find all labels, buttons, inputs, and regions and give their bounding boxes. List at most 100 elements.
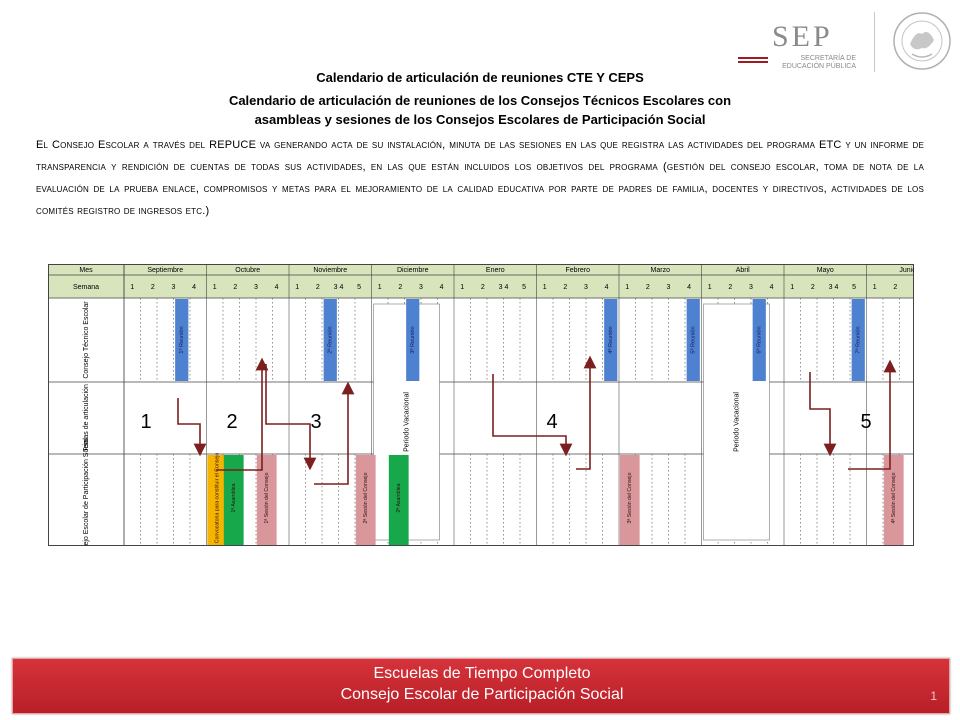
month-label: Mayo [817,267,834,274]
ceps-event-bar [619,455,640,545]
week-number: 2 [563,284,567,291]
week-number: 3 [419,284,423,291]
week-number: 3 [254,284,258,291]
month-label: Septiembre [147,267,183,274]
week-number: 3 4 [334,284,344,291]
month-label: Octubre [235,267,260,274]
week-number: 2 [316,284,320,291]
title-primary: Calendario de articulación de reuniones … [316,70,644,85]
week-number: 2 [893,284,897,291]
cte-meeting-bar [323,299,337,381]
ceps-event-label: 4ª Sesión del Consejo [891,472,897,523]
vacation-april-label: Periodo Vacacional [733,392,740,452]
vacation-december-label: Periodo Vacacional [403,392,410,452]
week-number: 1 [460,284,464,291]
month-header-label: Mes [79,267,93,274]
theme-number: 4 [546,411,557,433]
sep-logo: SEP [772,20,833,53]
theme-number: 3 [310,411,321,433]
sep-logo-subtitle: SECRETARÍA DE EDUCACIÓN PÚBLICA [782,55,856,70]
week-number: 2 [151,284,155,291]
week-number: 3 [749,284,753,291]
ceps-event-label: 1ª Asamblea [231,483,237,512]
week-number: 1 [625,284,629,291]
week-number: 2 [646,284,650,291]
footer-banner: Escuelas de Tiempo Completo Consejo Esco… [12,658,950,714]
month-label: Abril [736,267,750,274]
cte-meeting-label: 4ª Reunión [607,326,614,353]
week-number: 1 [295,284,299,291]
cte-meeting-bar [752,299,766,381]
mexico-seal-icon [893,12,951,70]
month-header-bg [48,264,914,275]
row-label-themes: Temas de articulación [83,384,90,452]
week-number: 4 [192,284,196,291]
week-number: 2 [481,284,485,291]
week-number: 3 4 [829,284,839,291]
cte-meeting-bar [686,299,700,381]
calendar-frame [48,264,914,546]
theme-number: 2 [226,411,237,433]
month-label: Diciembre [397,267,429,274]
week-number: 4 [687,284,691,291]
calendar-grid: Septiembre 1 2 3 4 Octubre 1 2 3 4 Noviembre 1 2 3 4 5… [48,264,914,546]
week-number: 1 [543,284,547,291]
ceps-event-bar [256,455,277,545]
ceps-event-bar [223,455,244,545]
week-number: 5 [357,284,361,291]
week-number: 2 [233,284,237,291]
articulation-arrow [216,357,269,471]
theme-number: 1 [140,411,151,433]
articulation-arrow [314,381,355,485]
week-number: 1 [708,284,712,291]
month-label: Marzo [651,267,671,274]
cte-meeting-label: 1ª Reunión [178,326,185,353]
footer-council-name: Consejo Escolar de Participación Social [340,686,624,703]
week-number: 4 [440,284,444,291]
week-number: 4 [770,284,774,291]
ceps-event-label: 2ª Asamblea [396,483,402,512]
articulation-arrow [809,372,837,457]
week-number: 1 [378,284,382,291]
week-number: 3 [584,284,588,291]
articulation-arrow [492,374,573,457]
ceps-event-bar [355,455,376,545]
footer-program-name: Escuelas de Tiempo Completo [373,665,591,682]
sep-logo-lines [738,57,768,63]
week-number: 2 [398,284,402,291]
week-number: 3 [667,284,671,291]
cte-meeting-label: 7ª Reunión [855,326,862,353]
ceps-event-label: 3ª Sesión del Consejo [627,472,633,523]
week-number: 2 [811,284,815,291]
month-label: Enero [486,267,505,274]
ceps-event-bar [388,455,409,545]
week-number: 4 [605,284,609,291]
ceps-event-bar [883,455,904,545]
month-label: Noviembre [313,267,347,274]
articulation-calendar: Septiembre 1 2 3 4 Octubre 1 2 3 4 Noviembre 1 2 3 4 5… [48,264,914,546]
articulation-arrow [848,359,897,470]
articulation-arrow [576,355,597,470]
week-number: 5 [852,284,856,291]
articulation-arrow [265,364,317,471]
ceps-event-label: 1ª Sesión del Consejo [264,472,270,523]
cte-meeting-bar [175,299,189,381]
cte-meeting-label: 6ª Reunión [756,326,763,353]
week-header-label: Semana [73,284,99,291]
week-number: 1 [130,284,134,291]
week-number: 1 [873,284,877,291]
title-secondary: Calendario de articulación de reuniones … [228,93,732,127]
ceps-event-label: Convocatoria para constituir el Consejo [215,453,221,544]
row-label-ceps: Consejo Escolar de Participación Social [83,438,90,546]
week-number: 4 [275,284,279,291]
week-number: 5 [522,284,526,291]
cte-meeting-bar [851,299,865,381]
theme-number: 5 [860,411,871,433]
week-number: 2 [728,284,732,291]
cte-meeting-bar [406,299,420,381]
month-label: Junio [899,267,914,274]
cte-meeting-label: 3ª Reunión [409,326,416,353]
row-label-cte: Consejo Técnico Escolar [83,301,90,379]
description-paragraph: El Consejo Escolar a través del REPUCE v… [36,139,924,217]
logo-divider [874,12,875,72]
